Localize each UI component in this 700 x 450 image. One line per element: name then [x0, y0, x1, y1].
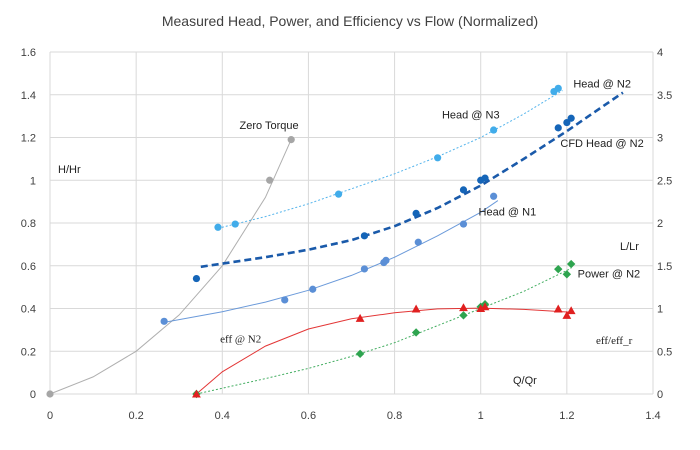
- point-power-n2: [355, 349, 365, 359]
- point-head-n3: [554, 84, 562, 92]
- y-tick-label: 1.6: [21, 47, 36, 59]
- x-tick-label: 1.4: [645, 410, 660, 422]
- series-label-head-n2: Head @ N2: [573, 78, 631, 90]
- series-line-cfd-head-n2: [200, 91, 624, 269]
- y-tick-label: 0: [30, 389, 36, 401]
- y-axis-annotation-h-hr: H/Hr: [58, 164, 81, 176]
- x-tick-label: 0.6: [301, 410, 316, 422]
- y2-tick-label: 0.5: [657, 346, 672, 358]
- y2-tick-label: 2: [657, 218, 663, 230]
- point-head-n1: [414, 238, 422, 246]
- point-power-n2: [562, 270, 572, 279]
- x-tick-label: 0.8: [387, 410, 402, 422]
- point-head-n1: [459, 220, 468, 228]
- point-power-n2: [554, 264, 563, 274]
- x-tick-label: 0: [47, 410, 53, 422]
- trendline-head-n1: [164, 200, 499, 323]
- point-head-n2: [481, 174, 489, 182]
- point-head-n1: [382, 256, 390, 265]
- point-power-n2: [411, 328, 421, 337]
- y2-tick-label: 2.5: [657, 175, 672, 187]
- y-tick-label: 0.2: [21, 346, 36, 358]
- y2-tick-label: 4: [657, 47, 663, 59]
- trendline-zero-torque: [49, 139, 292, 395]
- point-eff-n2: [566, 306, 576, 315]
- series-label-head-n3: Head @ N3: [442, 109, 500, 121]
- trendline-power-n2: [196, 267, 572, 395]
- chart-title: Measured Head, Power, and Efficiency vs …: [162, 13, 538, 29]
- point-head-n3: [231, 220, 239, 228]
- point-eff-n2: [192, 389, 201, 398]
- x-tick-label: 0.4: [215, 410, 230, 422]
- point-head-n2: [412, 209, 420, 217]
- x-tick-label: 1.2: [559, 410, 574, 422]
- point-eff-n2: [562, 310, 572, 319]
- point-head-n2: [192, 274, 201, 283]
- point-zero-torque: [266, 176, 274, 184]
- trend-layer: [49, 90, 624, 395]
- point-head-n1: [309, 285, 317, 293]
- y2-tick-label: 0: [657, 389, 663, 401]
- x-axis-annotation-q-qr: Q/Qr: [513, 375, 537, 387]
- y-tick-label: 0.4: [21, 304, 36, 316]
- series-label-cfd-head-n2: CFD Head @ N2: [560, 138, 643, 150]
- text-layer: 0 0.2 0.4 0.6 0.8 1 1.2 1.4 1.6 0 0.5 1 1.5 2 2.5 3 3.5 4…: [21, 47, 673, 422]
- point-eff-n2: [355, 313, 365, 322]
- y2-tick-label: 1.5: [657, 261, 672, 273]
- point-head-n1: [160, 317, 168, 325]
- x-tick-label: 1: [478, 410, 484, 422]
- point-head-n1: [281, 296, 289, 304]
- point-head-n2: [360, 232, 369, 240]
- point-eff-n2: [411, 304, 421, 313]
- y2-tick-label: 3: [657, 133, 663, 145]
- grid-layer: [49, 51, 654, 395]
- point-head-n3: [334, 190, 343, 198]
- point-head-n3: [490, 126, 498, 134]
- y-tick-label: 0.8: [21, 218, 36, 230]
- point-power-n2: [566, 259, 576, 269]
- point-eff-n2: [480, 302, 490, 311]
- point-zero-torque: [287, 136, 295, 144]
- point-head-n2: [554, 124, 562, 132]
- y-tick-label: 0.6: [21, 261, 36, 273]
- point-head-n2: [459, 186, 468, 194]
- x-tick-label: 0.2: [128, 410, 143, 422]
- y2-tick-label: 3.5: [657, 90, 672, 102]
- trendline-eff-n2: [196, 307, 572, 395]
- y-tick-label: 1: [30, 175, 36, 187]
- point-head-n1: [490, 192, 498, 200]
- point-head-n3: [434, 154, 442, 162]
- point-zero-torque: [46, 390, 54, 398]
- point-eff-n2: [459, 303, 468, 312]
- trendline-head-n3: [217, 90, 563, 229]
- point-head-n2: [567, 114, 575, 122]
- y-tick-label: 1.4: [21, 90, 36, 102]
- series-label-power-n2: Power @ N2: [578, 269, 641, 281]
- y-tick-label: 1.2: [21, 133, 36, 145]
- point-head-n3: [214, 223, 222, 231]
- series-label-zero-torque: Zero Torque: [240, 120, 299, 132]
- y2-tick-label: 1: [657, 304, 663, 316]
- marker-layer: [46, 84, 576, 399]
- series-label-eff-n2: eff @ N2: [220, 334, 261, 346]
- point-head-n1: [360, 265, 369, 273]
- point-power-n2: [459, 311, 468, 320]
- series-label-head-n1: Head @ N1: [479, 207, 537, 219]
- y2-axis-annotation-l-lr: L/Lr: [620, 241, 639, 253]
- y2-axis-annotation-eff-ratio: eff/eff_r: [596, 335, 633, 347]
- point-eff-n2: [553, 304, 563, 313]
